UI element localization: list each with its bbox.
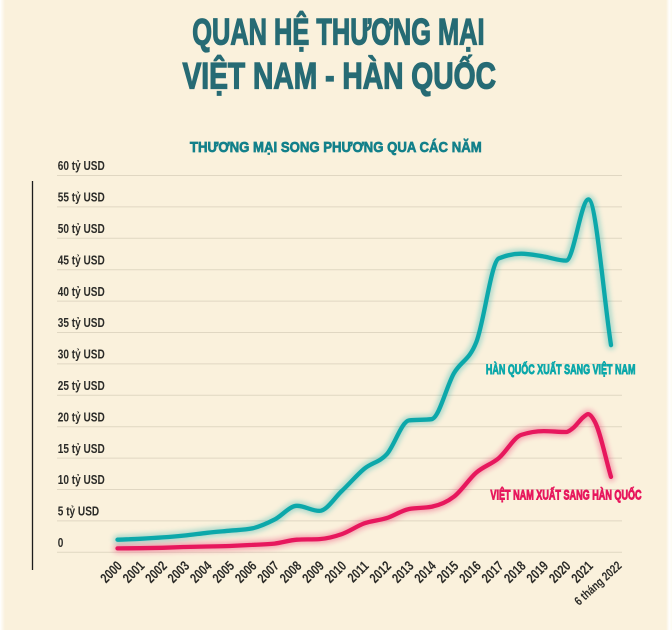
svg-text:THƯƠNG MẠI SONG PHƯƠNG QUA CÁC: THƯƠNG MẠI SONG PHƯƠNG QUA CÁC NĂM: [190, 138, 482, 155]
svg-text:35 tỷ USD: 35 tỷ USD: [58, 317, 105, 330]
svg-text:50 tỷ USD: 50 tỷ USD: [58, 223, 105, 236]
svg-text:15 tỷ USD: 15 tỷ USD: [58, 443, 105, 456]
svg-text:45 tỷ USD: 45 tỷ USD: [58, 254, 105, 267]
svg-text:VIỆT NAM XUẤT SANG HÀN QUỐC: VIỆT NAM XUẤT SANG HÀN QUỐC: [490, 486, 642, 503]
svg-text:60 tỷ USD: 60 tỷ USD: [58, 160, 105, 173]
svg-text:55 tỷ USD: 55 tỷ USD: [58, 192, 105, 205]
svg-text:HÀN QUỐC XUẤT SANG VIỆT NAM: HÀN QUỐC XUẤT SANG VIỆT NAM: [486, 361, 636, 378]
svg-text:40 tỷ USD: 40 tỷ USD: [58, 286, 105, 299]
svg-text:0: 0: [58, 537, 64, 550]
svg-text:25 tỷ USD: 25 tỷ USD: [58, 380, 105, 393]
svg-text:10 tỷ USD: 10 tỷ USD: [58, 474, 105, 487]
svg-text:30 tỷ USD: 30 tỷ USD: [58, 349, 105, 362]
svg-text:5 tỷ USD: 5 tỷ USD: [58, 506, 99, 519]
svg-text:QUAN HỆ THƯƠNG MẠI: QUAN HỆ THƯƠNG MẠI: [192, 10, 484, 52]
svg-text:VIỆT NAM - HÀN QUỐC: VIỆT NAM - HÀN QUỐC: [182, 54, 496, 97]
svg-text:20 tỷ USD: 20 tỷ USD: [58, 411, 105, 424]
